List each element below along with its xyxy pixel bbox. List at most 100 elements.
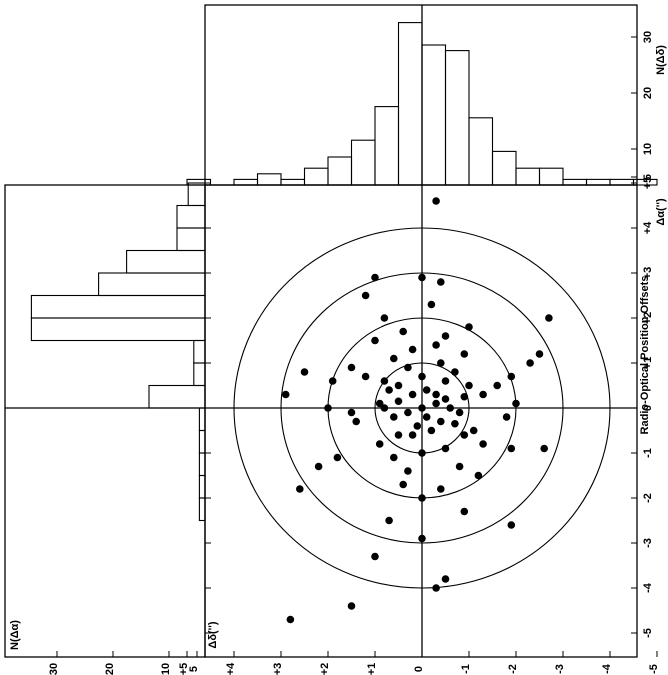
y-tick-label: -4 [601,663,613,674]
top-histogram-bar [280,178,306,186]
data-point [361,291,370,300]
data-point [404,408,412,417]
top-histogram-bar [585,178,611,186]
y-tick-label: -3 [554,664,566,674]
y-tick-label: +3 [272,663,284,675]
data-point [446,404,455,412]
x-tick-label: +1 [642,357,654,370]
x-tick-label: -4 [642,582,654,593]
data-point [479,440,487,448]
left-histogram-bar [198,497,206,522]
top-histogram-bar [327,156,353,186]
data-point [375,440,384,448]
data-point [352,417,361,426]
left-histogram-tick-label: 10 [160,663,172,675]
top-histogram-bar [350,139,376,186]
x-tick-label: +5 [642,177,654,190]
data-point [408,345,417,354]
top-histogram-bar [303,167,329,186]
x-tick-label: -5 [642,628,654,638]
data-point [437,359,445,367]
y-axis-label: Δδ('') [207,621,219,648]
data-point [441,575,450,583]
left-histogram-bar [193,362,206,387]
data-point [437,485,445,493]
data-point [535,350,544,358]
y-tick-label: 0 [413,666,425,672]
data-point [451,368,459,376]
data-point [404,363,412,372]
data-point [418,372,426,381]
data-point [502,413,511,421]
data-point [469,426,478,435]
data-point [380,314,389,322]
data-point [333,453,342,462]
left-histogram-bar [30,294,206,319]
data-point [432,341,440,349]
data-point [300,368,309,376]
data-point [394,397,403,406]
top-histogram-tick-label: 20 [642,87,654,99]
top-histogram: 5 10 20 30 [186,4,658,186]
data-point [418,449,426,457]
scatter-plot: -5 -4 -3 -2 -1 0 +1 +2 +3 +4 +5 +5 +4 +3 +2 +1 0 -1 -2 -3 -4… [178,177,660,675]
data-point [314,462,323,471]
data-point [380,377,389,385]
left-histogram-bar [198,407,206,432]
data-point [390,453,398,462]
left-histogram-title: N(Δα) [9,620,21,650]
data-point [460,507,469,516]
data-point [418,273,426,282]
y-tick-label: -5 [648,664,660,674]
left-histogram-bar [198,474,206,499]
x-tick-label: 0 [642,405,654,411]
data-point [385,516,393,525]
data-point [347,602,356,610]
left-histogram-bar [30,317,206,342]
top-histogram-bar [515,167,541,186]
data-point [286,615,295,624]
left-histogram-bar [187,182,206,207]
data-point [460,431,469,439]
chart-title: Radio-Optical Position Offsets [639,276,651,435]
y-tick-label: +5 [178,663,190,675]
data-point [347,408,356,417]
data-point [465,381,473,390]
top-histogram-bar [538,167,564,186]
data-point [427,300,436,309]
left-histogram-tick-label: 30 [48,663,60,675]
left-histogram-bar [198,452,206,477]
offset-circle-4 [233,227,611,589]
left-histogram-bar [193,339,206,364]
data-point [380,404,389,412]
data-point [422,386,431,394]
data-point [281,390,290,399]
data-point [526,359,534,367]
left-histogram-bar [98,272,206,297]
left-histogram-frame [4,184,206,658]
data-point [422,413,431,421]
top-histogram-bar [609,178,635,186]
data-point [418,494,426,502]
data-point [441,377,450,385]
top-histogram-tick-label: 10 [642,143,654,155]
top-histogram-bar [256,173,282,186]
left-histogram-bar [148,384,206,409]
top-histogram-bar [233,178,259,186]
x-tick-label: -2 [642,493,654,503]
data-point [385,386,393,394]
left-histogram-bar [126,249,206,274]
data-point [418,534,426,543]
data-point [371,552,379,561]
top-histogram-title: N(Δδ) [655,45,667,75]
data-point [394,381,403,390]
data-point [507,444,516,453]
y-tick-label: -1 [460,664,472,674]
data-point [460,350,469,358]
x-tick-label: -1 [642,448,654,458]
data-point [493,381,502,390]
data-point [371,336,379,345]
data-point [465,323,473,331]
data-point [451,419,459,428]
